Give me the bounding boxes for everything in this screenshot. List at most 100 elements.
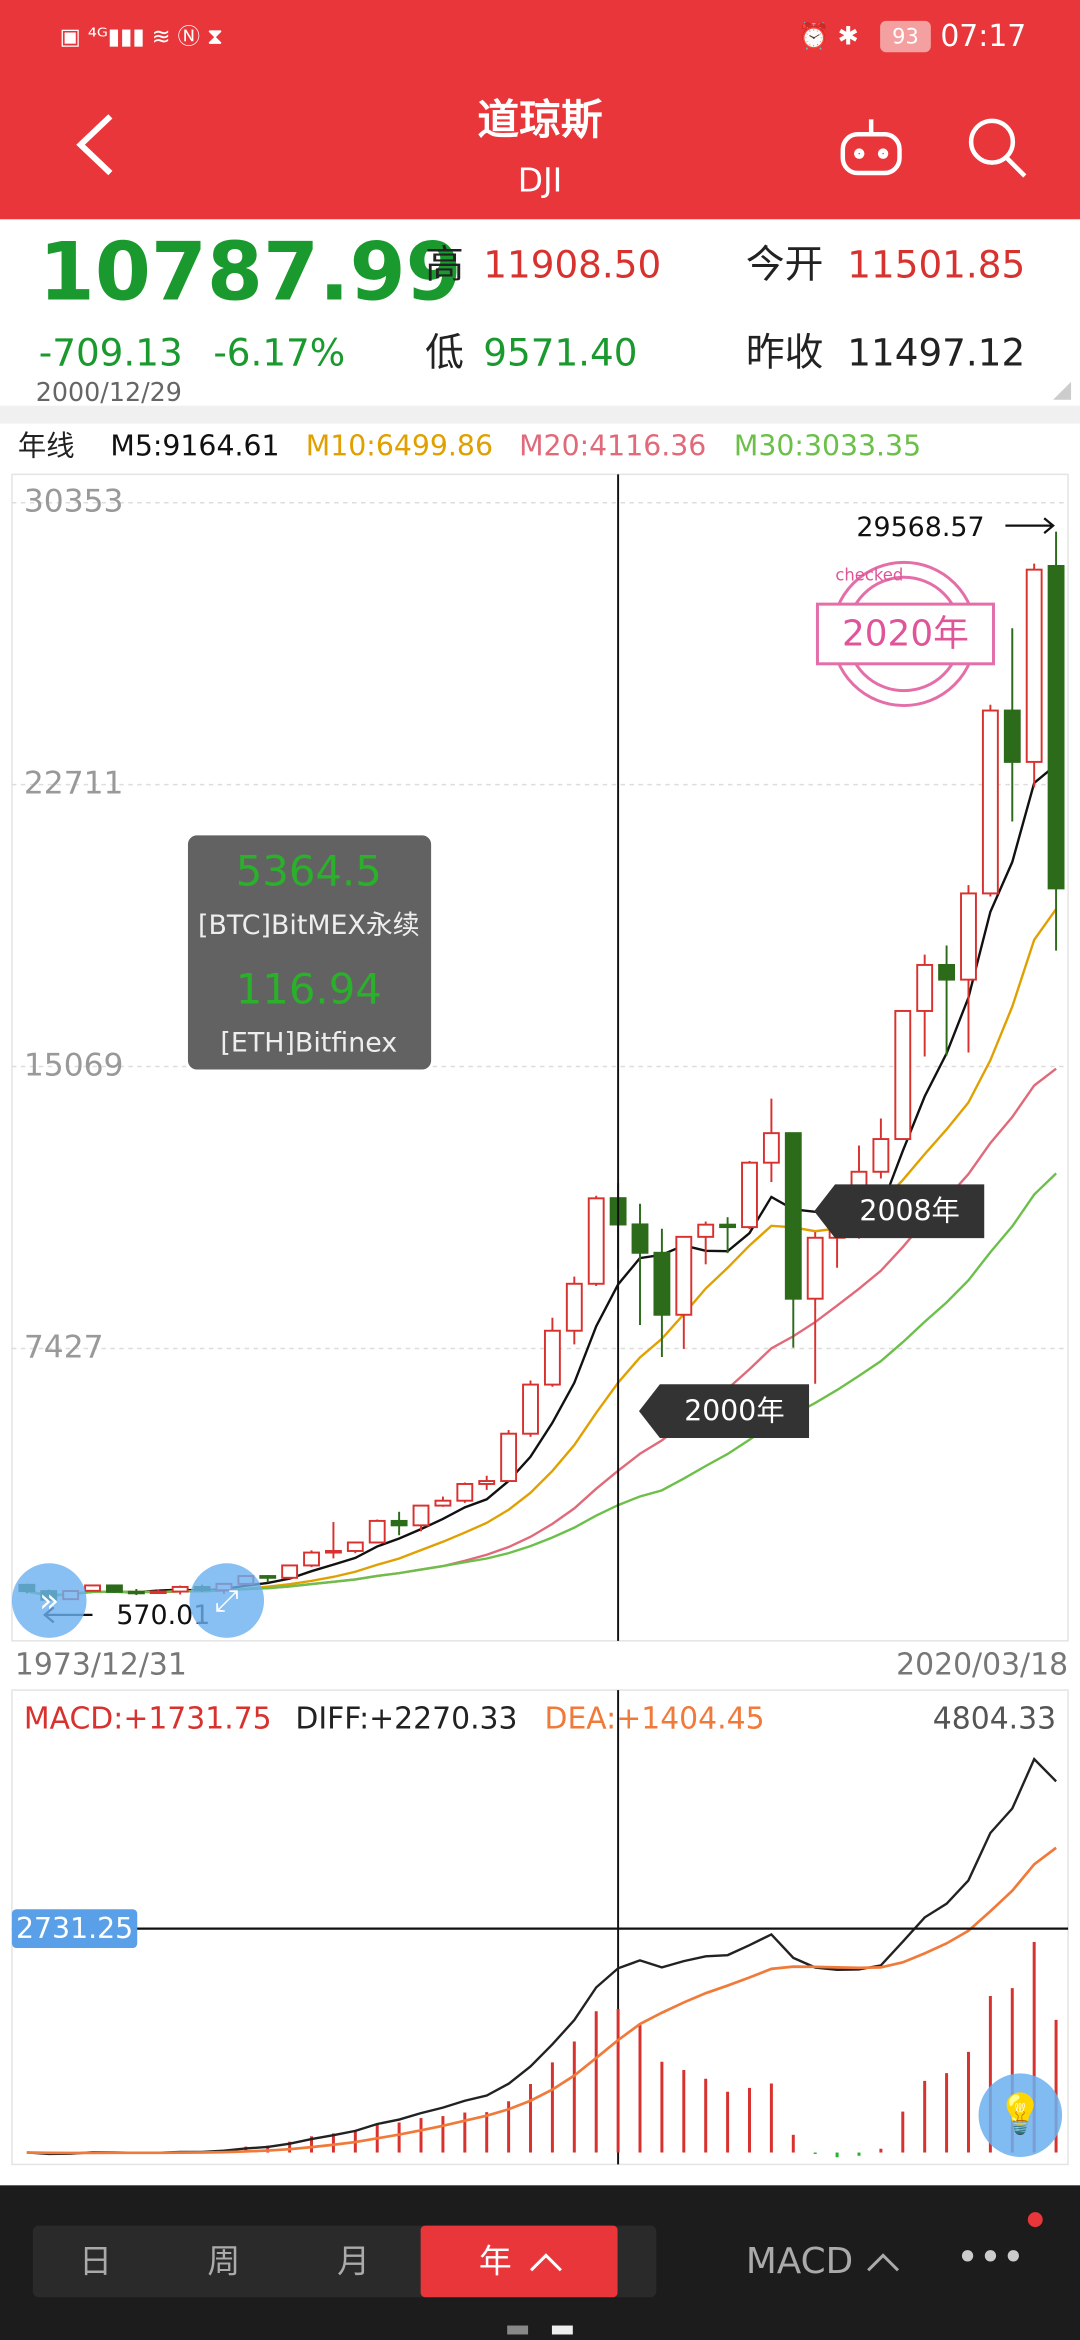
y-tick-label: 7427 bbox=[24, 1329, 104, 1365]
candle-body bbox=[281, 1564, 299, 1579]
candle-body bbox=[84, 1584, 101, 1592]
indicator-tab[interactable]: MACD bbox=[746, 2241, 853, 2282]
candle-body bbox=[938, 963, 956, 981]
start-date: 1973/12/31 bbox=[15, 1648, 187, 1683]
candle-body bbox=[784, 1132, 802, 1300]
ma-legend: M30:3033.35 bbox=[734, 430, 921, 463]
status-icons: ▣ ⁴ᴳ▮▮▮ ≋ Ⓝ ⧗ bbox=[60, 24, 223, 50]
dea-line bbox=[26, 1846, 1057, 2155]
candle-body bbox=[1025, 568, 1043, 763]
title: 道琼斯 bbox=[477, 95, 602, 144]
high: 11908.50 bbox=[483, 243, 661, 287]
change-pct: -6.17% bbox=[213, 331, 345, 375]
separator bbox=[0, 405, 1080, 424]
macd-frame bbox=[11, 1689, 1069, 2166]
ma-legend: M5:9164.61 bbox=[110, 430, 279, 463]
stamp: 2020年 bbox=[842, 613, 969, 654]
candle-body bbox=[916, 963, 934, 1012]
macd-label: MACD:+1731.75 bbox=[24, 1701, 272, 1736]
notice-dot bbox=[1027, 2212, 1043, 2228]
candle-body bbox=[587, 1197, 605, 1285]
candle-body bbox=[653, 1251, 671, 1316]
open-label: 今开 bbox=[746, 243, 824, 288]
stamp-ring: checked bbox=[835, 565, 903, 584]
scroll-button[interactable] bbox=[11, 1563, 87, 1638]
diff-label: DIFF:+2270.33 bbox=[295, 1701, 517, 1736]
more-button[interactable]: ••• bbox=[956, 2235, 1025, 2280]
max-arrow bbox=[1005, 517, 1055, 534]
chart-frame bbox=[11, 473, 1069, 1642]
candle-body bbox=[456, 1483, 474, 1502]
zoom-icon: ⤢ bbox=[215, 1584, 239, 1619]
tab[interactable]: 周 bbox=[207, 2242, 240, 2280]
tab[interactable]: 日 bbox=[79, 2242, 112, 2280]
candle-body bbox=[412, 1504, 430, 1527]
battery-level: 93 bbox=[892, 24, 919, 48]
tooltip-value: 116.94 bbox=[236, 964, 382, 1013]
clock: 07:17 bbox=[940, 19, 1026, 54]
dea-label: DEA:+1404.45 bbox=[544, 1701, 764, 1736]
candle-body bbox=[565, 1282, 583, 1332]
tooltip-name: [BTC]BitMEX永续 bbox=[198, 910, 420, 941]
candle-body bbox=[960, 892, 977, 981]
candle-body bbox=[806, 1236, 824, 1300]
battery bbox=[880, 20, 931, 53]
scroll-icon: » bbox=[39, 1582, 59, 1620]
quote-date: 2000/12/29 bbox=[36, 377, 182, 407]
candle-body bbox=[149, 1590, 167, 1595]
tips-icon: 💡 bbox=[996, 2091, 1044, 2137]
y-tick-label: 15069 bbox=[24, 1048, 124, 1084]
prev-close-label: 昨收 bbox=[746, 331, 824, 376]
year-tag bbox=[638, 1384, 810, 1438]
subtitle: DJI bbox=[518, 161, 563, 199]
nav-indicator bbox=[551, 2325, 573, 2335]
ma-line bbox=[26, 1067, 1057, 1597]
tips-button[interactable] bbox=[978, 2073, 1063, 2157]
candle-body bbox=[1047, 564, 1065, 890]
search-button[interactable] bbox=[968, 118, 1027, 178]
candle-body bbox=[543, 1329, 561, 1386]
prev-close: 11497.12 bbox=[847, 331, 1025, 375]
crosshair-badge bbox=[11, 1909, 138, 1949]
candle-body bbox=[894, 1009, 912, 1141]
max-label: 29568.57 bbox=[856, 512, 984, 543]
year-tag-label: 2000年 bbox=[684, 1395, 784, 1428]
candle-body bbox=[522, 1383, 539, 1435]
tab[interactable]: 年 bbox=[479, 2242, 512, 2280]
candle-body bbox=[500, 1432, 518, 1483]
tab-caret bbox=[529, 2253, 562, 2272]
indicator-caret bbox=[867, 2253, 900, 2272]
robot-button[interactable] bbox=[840, 119, 902, 176]
candle-body bbox=[762, 1132, 780, 1164]
candle-body bbox=[106, 1584, 123, 1593]
candle-body bbox=[390, 1519, 408, 1527]
tooltip-name: [ETH]Bitfinex bbox=[220, 1028, 397, 1059]
candle-body bbox=[675, 1235, 693, 1316]
expand-corner[interactable] bbox=[1053, 381, 1072, 400]
candle-body bbox=[127, 1590, 145, 1595]
chart: M5:9164.61 M10:6499.86 M20:4116.36 M30:3033… bbox=[11, 430, 1069, 2165]
tooltip bbox=[187, 835, 432, 1070]
y-tick-label: 30353 bbox=[24, 484, 124, 520]
candle-body bbox=[478, 1480, 496, 1485]
status-icons-right: ⏰ ✱ bbox=[798, 20, 859, 50]
low-label: 低 bbox=[425, 331, 464, 376]
candle-body bbox=[631, 1223, 649, 1254]
back-button[interactable] bbox=[76, 114, 113, 176]
candle-body bbox=[697, 1223, 715, 1238]
y-tick-label: 22711 bbox=[24, 766, 124, 802]
crosshair-value: 2731.25 bbox=[16, 1912, 133, 1945]
price-stamp bbox=[815, 560, 995, 708]
tooltip-value: 5364.5 bbox=[236, 847, 382, 896]
zoom-button[interactable] bbox=[189, 1563, 265, 1638]
candle-body bbox=[981, 709, 999, 895]
tab[interactable]: 月 bbox=[337, 2242, 370, 2280]
candle-body bbox=[434, 1499, 452, 1507]
macd-max: 4804.33 bbox=[933, 1701, 1056, 1736]
candle-body bbox=[872, 1138, 890, 1173]
candle-body bbox=[259, 1575, 277, 1579]
end-date: 2020/03/18 bbox=[896, 1648, 1068, 1683]
candle-body bbox=[368, 1519, 386, 1544]
